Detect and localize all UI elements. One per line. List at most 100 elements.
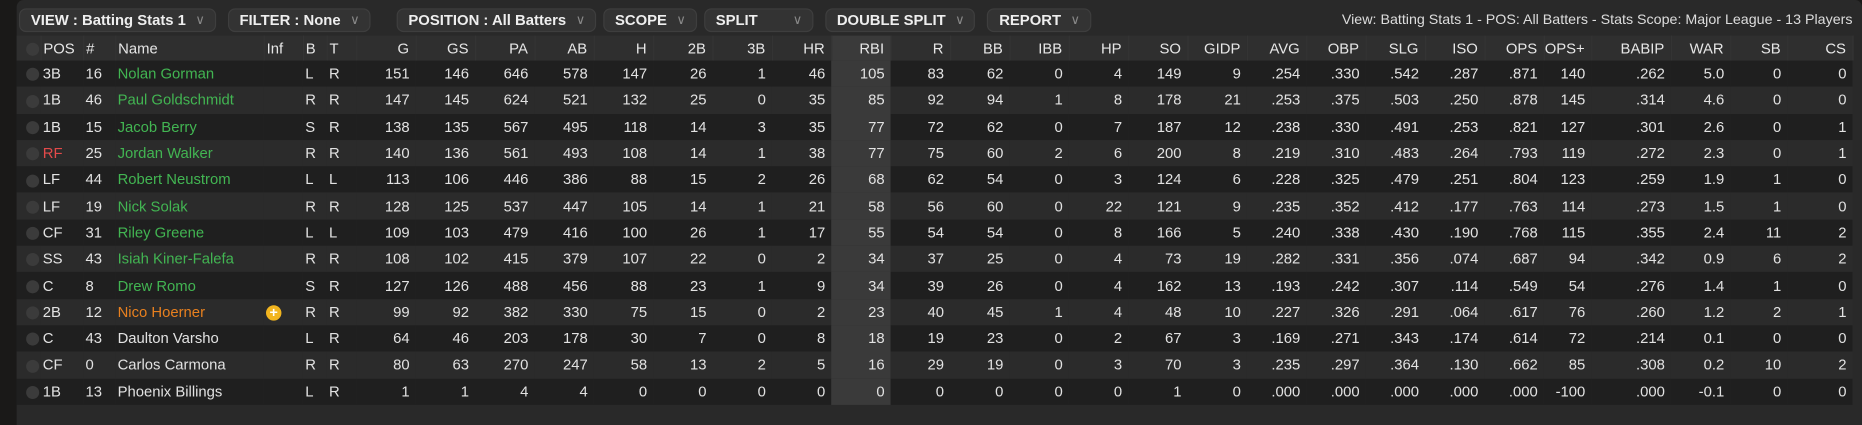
column-header-rbi[interactable]: RBI bbox=[831, 35, 892, 61]
select-circle-icon[interactable] bbox=[26, 147, 40, 161]
table-row[interactable]: LF 44 Robert Neustrom L L 113 106 446 386 88 15 2 26… bbox=[16, 166, 1853, 193]
row-select[interactable] bbox=[16, 351, 41, 379]
column-header-avg[interactable]: AVG bbox=[1246, 35, 1307, 61]
select-circle-icon[interactable] bbox=[26, 306, 40, 320]
split-dropdown[interactable]: SPLIT ∨ bbox=[703, 8, 814, 33]
player-name-link[interactable]: Robert Neustrom bbox=[115, 166, 264, 193]
column-header-g[interactable]: G bbox=[356, 35, 417, 61]
select-circle-icon[interactable] bbox=[26, 42, 40, 56]
table-row[interactable]: LF 19 Nick Solak R R 128 125 537 447 105 14 1 21 58 56… bbox=[16, 192, 1853, 220]
column-header-t[interactable]: T bbox=[326, 35, 357, 61]
stat-cell-pa: 4 bbox=[475, 378, 535, 405]
player-name-link[interactable]: Nolan Gorman bbox=[115, 60, 264, 88]
row-select[interactable] bbox=[16, 166, 41, 193]
column-header-ab[interactable]: AB bbox=[534, 35, 595, 61]
select-circle-icon[interactable] bbox=[26, 359, 40, 373]
select-circle-icon[interactable] bbox=[26, 385, 40, 399]
table-row[interactable]: C 8 Drew Romo S R 127 126 488 456 88 23 1 9 34 39 26 0 4 1… bbox=[16, 272, 1853, 299]
select-circle-icon[interactable] bbox=[26, 94, 40, 108]
select-all-toggle[interactable] bbox=[16, 35, 41, 61]
row-select[interactable] bbox=[16, 113, 41, 140]
select-circle-icon[interactable] bbox=[26, 226, 40, 241]
table-row[interactable]: 1B 15 Jacob Berry S R 138 135 567 495 118 14 3 35 77 7… bbox=[16, 113, 1853, 140]
column-header-pa[interactable]: PA bbox=[475, 35, 535, 61]
stat-cell-sb: 11 bbox=[1730, 219, 1788, 246]
column-header-3b[interactable]: 3B bbox=[712, 35, 773, 61]
column-header-hp[interactable]: HP bbox=[1068, 35, 1129, 61]
table-row[interactable]: 2B 12 Nico Hoerner + R R 99 92 382 330 75 15 0 2 23 40 4… bbox=[16, 298, 1853, 326]
table-row[interactable]: 3B 16 Nolan Gorman L R 151 146 646 578 147 26 1 46 10… bbox=[16, 60, 1853, 88]
row-select[interactable] bbox=[16, 378, 41, 405]
player-name-link[interactable]: Nico Hoerner bbox=[115, 298, 264, 326]
column-header-babip[interactable]: BABIP bbox=[1591, 35, 1672, 61]
column-header-ops[interactable]: OPS bbox=[1484, 35, 1545, 61]
table-row[interactable]: RF 25 Jordan Walker R R 140 136 561 493 108 14 1 38 7… bbox=[16, 139, 1853, 167]
column-header-pos[interactable]: POS bbox=[40, 35, 84, 61]
view-dropdown[interactable]: VIEW : Batting Stats 1 ∨ bbox=[19, 8, 216, 33]
column-header-so[interactable]: SO bbox=[1128, 35, 1189, 61]
column-header-gs[interactable]: GS bbox=[415, 35, 476, 61]
column-header-sb[interactable]: SB bbox=[1730, 35, 1788, 61]
select-circle-icon[interactable] bbox=[26, 332, 40, 346]
table-row[interactable]: 1B 46 Paul Goldschmidt R R 147 145 624 521 132 25 0… bbox=[16, 87, 1853, 114]
row-select[interactable] bbox=[16, 60, 41, 88]
column-header-r[interactable]: R bbox=[890, 35, 951, 61]
row-select[interactable] bbox=[16, 192, 41, 220]
player-name-link[interactable]: Jacob Berry bbox=[115, 113, 264, 140]
scope-dropdown[interactable]: SCOPE ∨ bbox=[603, 8, 697, 33]
column-header-2b[interactable]: 2B bbox=[653, 35, 714, 61]
row-select[interactable] bbox=[16, 245, 41, 273]
player-name-link[interactable]: Riley Greene bbox=[115, 219, 264, 246]
column-header-ibb[interactable]: IBB bbox=[1009, 35, 1070, 61]
stat-cell-hr: 26 bbox=[771, 166, 832, 193]
select-circle-icon[interactable] bbox=[26, 174, 40, 188]
column-header-gidp[interactable]: GIDP bbox=[1187, 35, 1248, 61]
player-name-link[interactable]: Phoenix Billings bbox=[115, 378, 264, 405]
throws-cell: L bbox=[326, 166, 357, 193]
table-row[interactable]: C 43 Daulton Varsho L R 64 46 203 178 30 7 0 8 18 19 23… bbox=[16, 325, 1853, 352]
player-name-link[interactable]: Jordan Walker bbox=[115, 139, 264, 167]
column-header-obp[interactable]: OBP bbox=[1306, 35, 1367, 61]
table-row[interactable]: CF 0 Carlos Carmona R R 80 63 270 247 58 13 2 5 16 29 1… bbox=[16, 351, 1853, 379]
double-split-dropdown[interactable]: DOUBLE SPLIT ∨ bbox=[824, 8, 976, 33]
player-name-link[interactable]: Nick Solak bbox=[115, 192, 264, 220]
table-row[interactable]: 1B 13 Phoenix Billings L R 1 1 4 4 0 0 0 0 0 0 0 0 0 1 0.00… bbox=[16, 378, 1853, 405]
player-name-link[interactable]: Carlos Carmona bbox=[115, 351, 264, 379]
column-header-slg[interactable]: SLG bbox=[1365, 35, 1426, 61]
player-name-link[interactable]: Isiah Kiner-Falefa bbox=[115, 245, 264, 273]
report-dropdown[interactable]: REPORT ∨ bbox=[987, 8, 1091, 33]
column-header-b[interactable]: B bbox=[302, 35, 328, 61]
select-circle-icon[interactable] bbox=[26, 68, 40, 82]
select-circle-icon[interactable] bbox=[26, 200, 40, 214]
select-circle-icon[interactable] bbox=[26, 279, 40, 293]
column-header-war[interactable]: WAR bbox=[1670, 35, 1731, 61]
column-header-bb[interactable]: BB bbox=[950, 35, 1010, 61]
row-select[interactable] bbox=[16, 219, 41, 246]
column-header-cs[interactable]: CS bbox=[1787, 35, 1854, 61]
column-header-ops[interactable]: OPS+ bbox=[1543, 35, 1592, 61]
column-header-iso[interactable]: ISO bbox=[1425, 35, 1485, 61]
column-header-hr[interactable]: HR bbox=[771, 35, 832, 61]
stat-cell-pa: 203 bbox=[475, 325, 535, 352]
row-select[interactable] bbox=[16, 139, 41, 167]
player-name-link[interactable]: Drew Romo bbox=[115, 272, 264, 299]
position-dropdown[interactable]: POSITION : All Batters ∨ bbox=[396, 8, 596, 33]
player-name-link[interactable]: Daulton Varsho bbox=[115, 325, 264, 352]
row-select[interactable] bbox=[16, 87, 41, 114]
stat-cell-hp: 0 bbox=[1068, 378, 1129, 405]
select-circle-icon[interactable] bbox=[26, 121, 40, 135]
player-name-link[interactable]: Paul Goldschmidt bbox=[115, 87, 264, 114]
column-header-inf[interactable]: Inf bbox=[263, 35, 304, 61]
column-header-h[interactable]: H bbox=[593, 35, 654, 61]
column-header-num[interactable]: # bbox=[83, 35, 116, 61]
stat-cell-avg: .227 bbox=[1246, 298, 1307, 326]
row-select[interactable] bbox=[16, 325, 41, 352]
table-row[interactable]: SS 43 Isiah Kiner-Falefa R R 108 102 415 379 107 2… bbox=[16, 245, 1853, 273]
row-select[interactable] bbox=[16, 298, 41, 326]
row-select[interactable] bbox=[16, 272, 41, 299]
table-row[interactable]: CF 31 Riley Greene L L 109 103 479 416 100 26 1 17 55… bbox=[16, 219, 1853, 246]
select-circle-icon[interactable] bbox=[26, 253, 40, 267]
filter-dropdown[interactable]: FILTER : None ∨ bbox=[227, 8, 371, 33]
column-header-name[interactable]: Name bbox=[115, 35, 265, 61]
injury-plus-icon[interactable]: + bbox=[266, 305, 282, 321]
